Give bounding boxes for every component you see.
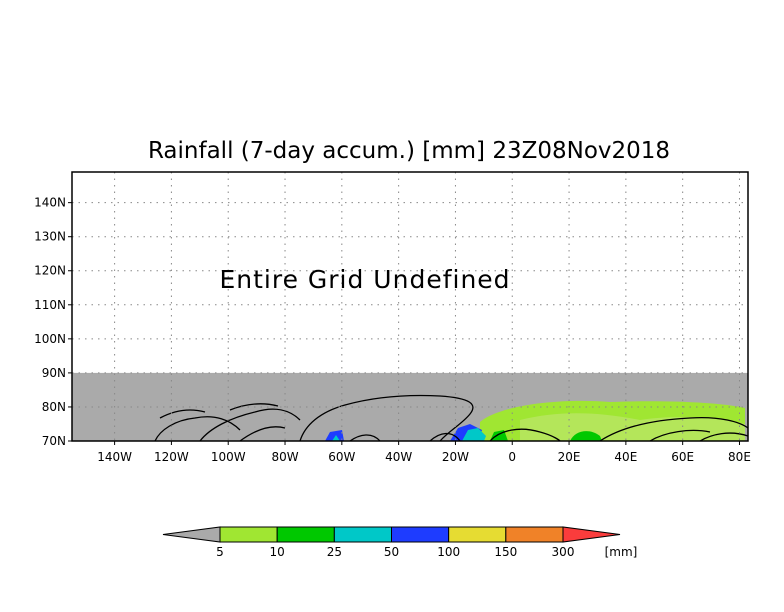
colorbar-label: 5 bbox=[216, 545, 224, 559]
map-title: Rainfall (7-day accum.) [mm] 23Z08Nov201… bbox=[148, 138, 670, 164]
map-panel: 140N 130N 120N 110N 100N 90N 80N 70N 140W 120W 10… bbox=[34, 171, 751, 464]
lon-tick-label: 0 bbox=[508, 450, 516, 464]
colorbar-swatch bbox=[505, 526, 564, 543]
colorbar-swatch bbox=[219, 526, 278, 543]
colorbar-swatches bbox=[219, 526, 564, 543]
lon-tick-label: 80W bbox=[271, 450, 298, 464]
rainfall-patch bbox=[332, 435, 340, 441]
lon-tick-label: 40E bbox=[614, 450, 637, 464]
rainfall-patch bbox=[325, 430, 344, 441]
lon-tick-label: 120W bbox=[154, 450, 189, 464]
colorbar-unit: [mm] bbox=[605, 545, 638, 559]
longitude-tick-labels: 140W 120W 100W 80W 60W 40W 20W 0 20E 40E 60E 80E bbox=[97, 450, 751, 464]
colorbar-swatch bbox=[448, 526, 507, 543]
coastline bbox=[699, 432, 749, 442]
coastline bbox=[154, 416, 241, 442]
lat-tick-label: 100N bbox=[34, 332, 66, 346]
map-frame bbox=[71, 171, 749, 442]
latitude-tick-labels: 140N 130N 120N 110N 100N 90N 80N 70N bbox=[34, 196, 66, 448]
coastline bbox=[649, 429, 711, 442]
colorbar-over-triangle bbox=[562, 526, 621, 543]
colorbar-label: 300 bbox=[552, 545, 575, 559]
lat-tick-label: 70N bbox=[42, 434, 66, 448]
lat-tick-label: 90N bbox=[42, 366, 66, 380]
lat-tick-label: 80N bbox=[42, 400, 66, 414]
colorbar-label: 10 bbox=[270, 545, 285, 559]
lon-tick-label: 20E bbox=[558, 450, 581, 464]
lon-tick-label: 60W bbox=[328, 450, 355, 464]
coastline bbox=[599, 416, 749, 442]
coastline bbox=[199, 408, 301, 442]
lon-tick-label: 40W bbox=[385, 450, 412, 464]
coastline bbox=[349, 434, 381, 442]
colorbar: 5 10 25 50 100 150 300 [mm] bbox=[162, 526, 638, 559]
coastline bbox=[489, 428, 561, 442]
lon-tick-label: 60E bbox=[671, 450, 694, 464]
coastline bbox=[429, 432, 461, 442]
colorbar-label: 100 bbox=[437, 545, 460, 559]
colorbar-label: 25 bbox=[327, 545, 342, 559]
coastlines bbox=[154, 394, 749, 442]
lat-tick-label: 110N bbox=[34, 298, 66, 312]
colorbar-swatch bbox=[276, 526, 335, 543]
lat-tick-label: 130N bbox=[34, 230, 66, 244]
undefined-grid-message: Entire Grid Undefined bbox=[219, 265, 510, 294]
colorbar-label: 150 bbox=[494, 545, 517, 559]
lon-tick-label: 100W bbox=[211, 450, 246, 464]
rainfall-patch bbox=[462, 428, 486, 441]
lon-tick-label: 140W bbox=[97, 450, 132, 464]
lat-tick-label: 120N bbox=[34, 264, 66, 278]
colorbar-swatch bbox=[391, 526, 450, 543]
coastline bbox=[239, 426, 286, 442]
colorbar-label: 50 bbox=[384, 545, 399, 559]
lon-tick-label: 80E bbox=[728, 450, 751, 464]
coastline bbox=[229, 403, 279, 411]
rainfall-patch bbox=[570, 431, 602, 441]
colorbar-labels: 5 10 25 50 100 150 300 bbox=[216, 545, 574, 559]
colorbar-under-triangle bbox=[162, 526, 221, 543]
colorbar-swatch bbox=[333, 526, 393, 543]
coastline bbox=[299, 394, 474, 442]
lat-tick-label: 140N bbox=[34, 196, 66, 210]
lon-tick-label: 20W bbox=[442, 450, 469, 464]
coastline bbox=[159, 409, 206, 419]
